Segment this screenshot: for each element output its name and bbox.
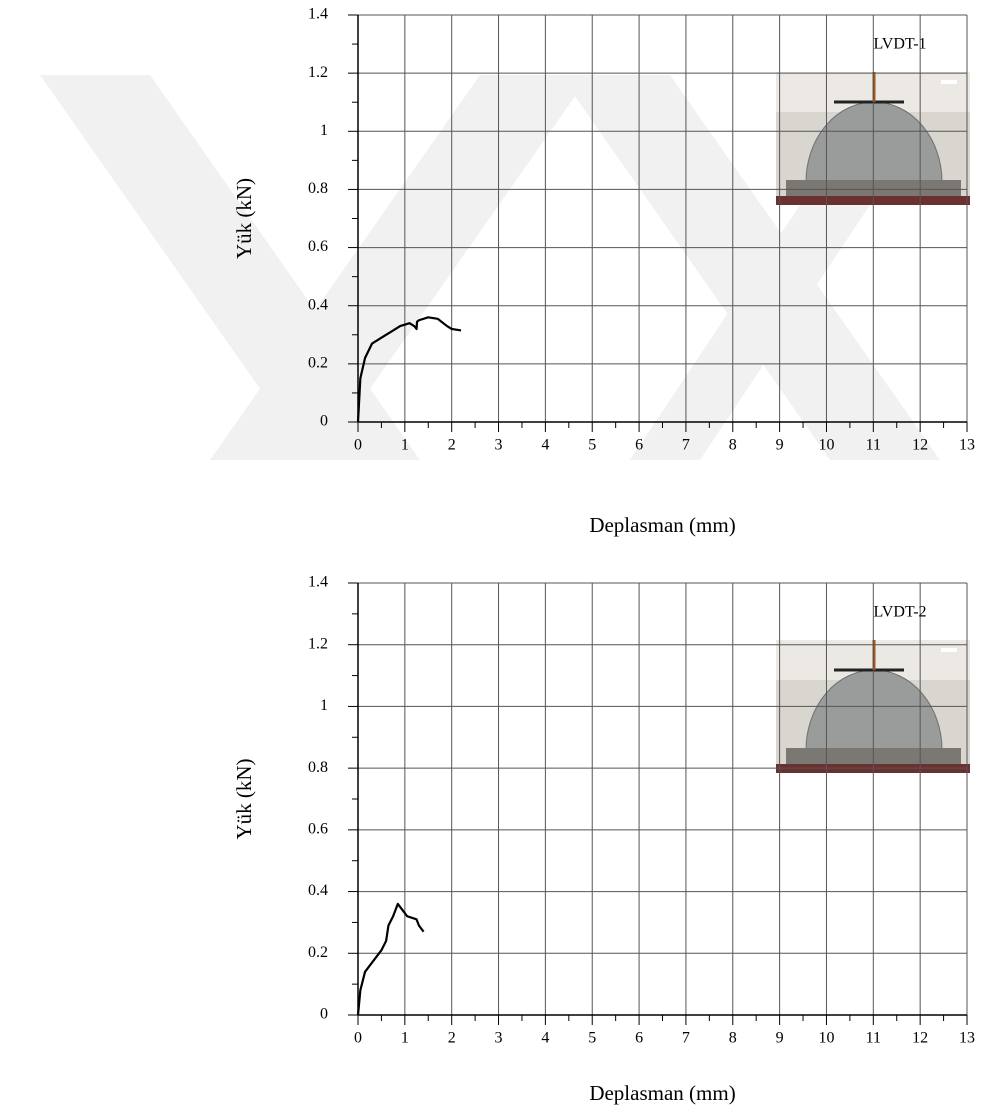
y-tick-label: 0 (320, 1006, 328, 1023)
x-tick-label: 2 (448, 437, 456, 454)
x-tick-label: 7 (682, 1030, 690, 1047)
x-tick-label: 11 (866, 437, 881, 454)
x-tick-label: 1 (401, 1030, 409, 1047)
x-tick-label: 0 (354, 437, 362, 454)
y-tick-label: 1.2 (308, 64, 328, 81)
data-line (356, 316, 462, 423)
x-tick-label: 11 (866, 1030, 881, 1047)
y-tick-label: 0.6 (308, 238, 328, 255)
x-tick-label: 10 (818, 437, 834, 454)
x-tick-label: 9 (776, 1030, 784, 1047)
x-tick-label: 2 (448, 1030, 456, 1047)
y-tick-label: 0.2 (308, 944, 328, 961)
photo-light (941, 80, 957, 84)
y-tick-label: 0.8 (308, 180, 328, 197)
x-tick-label: 10 (818, 1030, 834, 1047)
x-tick-label: 8 (729, 1030, 737, 1047)
x-axis-label: Deplasman (mm) (589, 513, 735, 537)
watermark-shape (630, 160, 900, 460)
y-axis-label: Yük (kN) (232, 758, 256, 839)
data-line (356, 902, 425, 1016)
y-tick-label: 0.6 (308, 821, 328, 838)
x-tick-label: 13 (959, 437, 975, 454)
x-tick-label: 3 (495, 437, 503, 454)
watermark (40, 75, 940, 460)
y-tick-label: 1.4 (308, 6, 328, 23)
annotation: LVDT-1 (873, 36, 926, 53)
photo-light (941, 648, 957, 652)
y-tick-label: 0 (320, 413, 328, 430)
y-tick-label: 0.8 (308, 759, 328, 776)
x-tick-label: 1 (401, 437, 409, 454)
y-tick-label: 0.4 (308, 296, 328, 313)
y-tick-label: 0.4 (308, 882, 328, 899)
x-tick-label: 3 (495, 1030, 503, 1047)
y-tick-label: 1.4 (308, 574, 328, 591)
x-tick-label: 5 (588, 1030, 596, 1047)
x-tick-label: 6 (635, 1030, 643, 1047)
x-tick-label: 4 (541, 1030, 549, 1047)
x-tick-label: 0 (354, 1030, 362, 1047)
x-tick-label: 13 (959, 1030, 975, 1047)
x-tick-label: 8 (729, 437, 737, 454)
x-tick-label: 7 (682, 437, 690, 454)
x-tick-label: 4 (541, 437, 549, 454)
x-tick-label: 5 (588, 437, 596, 454)
y-tick-label: 1.2 (308, 635, 328, 652)
x-tick-label: 9 (776, 437, 784, 454)
x-tick-label: 12 (912, 1030, 928, 1047)
x-tick-label: 6 (635, 437, 643, 454)
x-axis-label: Deplasman (mm) (589, 1081, 735, 1105)
y-tick-label: 0.2 (308, 355, 328, 372)
watermark-shape (210, 75, 590, 460)
y-tick-label: 1 (320, 697, 328, 714)
y-axis-label: Yük (kN) (232, 178, 256, 259)
y-tick-label: 1 (320, 122, 328, 139)
annotation: LVDT-2 (873, 604, 926, 621)
x-tick-label: 12 (912, 437, 928, 454)
